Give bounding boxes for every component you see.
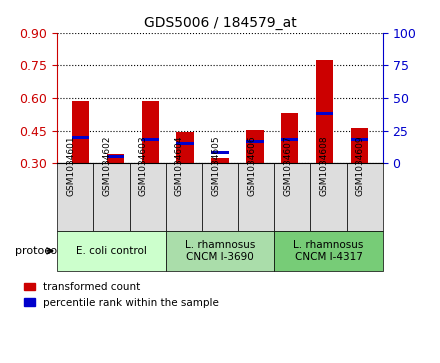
Bar bbox=[347, 163, 383, 231]
Text: L. rhamnosus
CNCM I-3690: L. rhamnosus CNCM I-3690 bbox=[185, 240, 255, 262]
Text: GSM1034605: GSM1034605 bbox=[211, 136, 220, 196]
Bar bbox=[57, 231, 166, 270]
Bar bbox=[107, 155, 124, 158]
Bar bbox=[166, 231, 274, 270]
Bar bbox=[246, 130, 264, 163]
Legend: transformed count, percentile rank within the sample: transformed count, percentile rank withi… bbox=[20, 278, 223, 312]
Bar bbox=[211, 158, 229, 163]
Bar bbox=[176, 142, 194, 145]
Text: E. coli control: E. coli control bbox=[76, 246, 147, 256]
Text: GSM1034602: GSM1034602 bbox=[103, 136, 111, 196]
Bar bbox=[142, 101, 159, 163]
Text: protocol: protocol bbox=[15, 246, 60, 256]
Bar bbox=[316, 112, 333, 115]
Bar bbox=[202, 163, 238, 231]
Bar bbox=[166, 163, 202, 231]
Bar bbox=[176, 132, 194, 163]
Text: GSM1034603: GSM1034603 bbox=[139, 136, 148, 196]
Bar bbox=[316, 60, 333, 163]
Bar bbox=[107, 154, 124, 163]
Bar bbox=[351, 138, 368, 141]
Bar bbox=[351, 128, 368, 163]
Bar bbox=[274, 231, 383, 270]
Bar bbox=[238, 163, 274, 231]
Text: GSM1034604: GSM1034604 bbox=[175, 136, 184, 196]
Text: GSM1034609: GSM1034609 bbox=[356, 136, 365, 196]
Text: L. rhamnosus
CNCM I-4317: L. rhamnosus CNCM I-4317 bbox=[293, 240, 364, 262]
Text: GSM1034606: GSM1034606 bbox=[247, 136, 256, 196]
Text: GSM1034608: GSM1034608 bbox=[319, 136, 329, 196]
Bar bbox=[72, 101, 89, 163]
Bar bbox=[142, 138, 159, 141]
Title: GDS5006 / 184579_at: GDS5006 / 184579_at bbox=[143, 16, 297, 30]
Bar bbox=[211, 151, 229, 154]
Bar bbox=[93, 163, 129, 231]
Bar bbox=[281, 113, 298, 163]
Bar bbox=[281, 138, 298, 141]
Bar bbox=[274, 163, 311, 231]
Bar bbox=[57, 163, 93, 231]
Bar bbox=[246, 140, 264, 143]
Bar bbox=[72, 136, 89, 139]
Bar bbox=[129, 163, 166, 231]
Text: GSM1034601: GSM1034601 bbox=[66, 136, 75, 196]
Bar bbox=[311, 163, 347, 231]
Text: GSM1034607: GSM1034607 bbox=[283, 136, 292, 196]
